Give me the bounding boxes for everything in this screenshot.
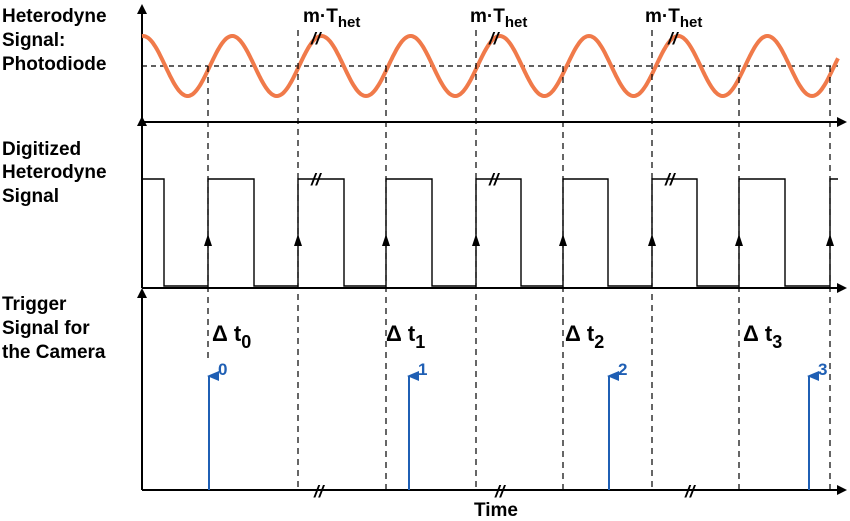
rising-edge-arrow-3 (472, 234, 480, 246)
row-label-trigger-line1: Trigger (2, 294, 67, 315)
row-label-photodiode-line3: Photodiode (2, 54, 106, 75)
break-mark-square-3: // (664, 170, 677, 189)
row-label-photodiode-line1: Heterodyne (2, 6, 107, 27)
guide-lines (207, 30, 831, 490)
delta-label-2: Δ t2 (565, 321, 604, 352)
digitized-square-wave (141, 178, 838, 287)
trigger-number-1: 1 (418, 360, 427, 379)
row-label-trigger: Trigger Signal for the Camera (2, 294, 106, 363)
delta-label-1: Δ t1 (386, 321, 425, 352)
period-label-3: m·Thet (645, 6, 702, 31)
row-label-digitized: Digitized Heterodyne Signal (2, 139, 107, 207)
rising-edge-arrow-2 (382, 234, 390, 246)
row-label-photodiode-line2: Signal: (2, 30, 65, 51)
trigger-number-0: 0 (218, 360, 227, 379)
rising-edge-markers (204, 234, 834, 246)
break-mark-time-2: // (494, 482, 507, 501)
break-mark-sine-2: // (488, 29, 501, 48)
row-label-digitized-line2: Heterodyne (2, 162, 107, 183)
row-label-trigger-line3: the Camera (2, 342, 106, 363)
delta-label-3: Δ t3 (743, 321, 782, 352)
rising-edge-arrow-7 (826, 234, 834, 246)
break-mark-time-3: // (684, 482, 697, 501)
rising-edge-arrow-6 (735, 234, 743, 246)
break-mark-time-1: // (313, 482, 326, 501)
row-label-digitized-line3: Signal (2, 186, 59, 207)
rising-edge-arrow-1 (294, 234, 302, 246)
delta-label-0: Δ t0 (212, 321, 251, 352)
trigger-number-3: 3 (818, 360, 827, 379)
trigger-number-2: 2 (618, 360, 627, 379)
break-mark-sine-1: // (310, 29, 323, 48)
period-label-2: m·Thet (470, 6, 527, 31)
period-label-1: m·Thet (303, 6, 360, 31)
break-mark-square-1: // (310, 170, 323, 189)
x-axis-label-time: Time (474, 500, 518, 521)
row-label-digitized-line1: Digitized (2, 139, 81, 160)
row-label-photodiode: Heterodyne Signal: Photodiode (2, 6, 107, 75)
rising-edge-arrow-5 (648, 234, 656, 246)
trigger-pulses (207, 371, 819, 490)
rising-edge-arrow-0 (204, 234, 212, 246)
rising-edge-arrow-4 (559, 234, 567, 246)
heterodyne-sine-wave (141, 33, 840, 99)
row-label-trigger-line2: Signal for (2, 318, 90, 339)
break-mark-sine-3: // (667, 29, 680, 48)
break-mark-square-2: // (488, 170, 501, 189)
